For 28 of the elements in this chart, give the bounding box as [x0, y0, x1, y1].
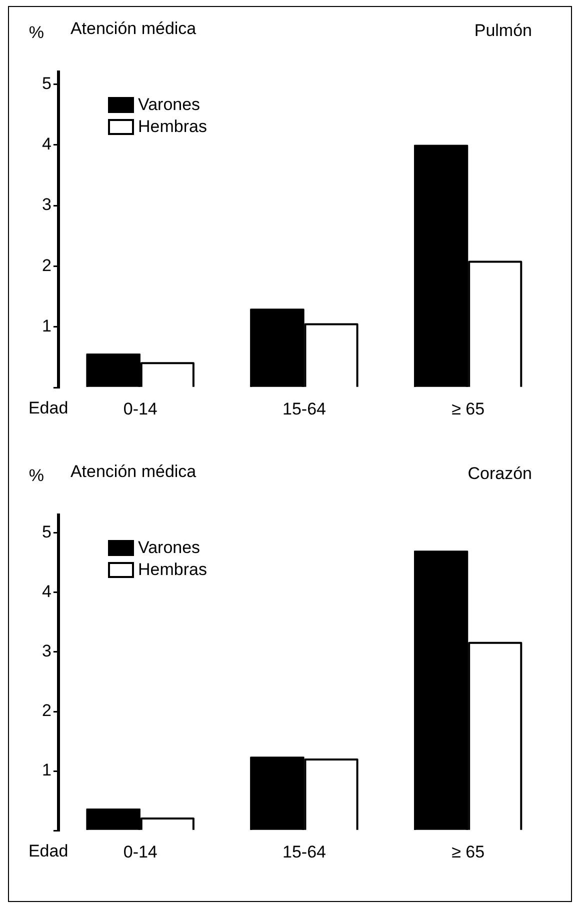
- y-tick-label: 2: [42, 256, 52, 275]
- y-tick-label: 1: [42, 760, 52, 780]
- chart-subtitle: Pulmón: [474, 21, 532, 40]
- x-tick-label: 0-14: [123, 842, 158, 862]
- y-tick-label: 4: [42, 582, 52, 602]
- y-tick-label: 5: [42, 522, 52, 542]
- x-tick-label: 0-14: [123, 399, 158, 418]
- y-tick-label: 2: [42, 701, 52, 720]
- y-axis-title: %: [28, 23, 44, 42]
- y-tick-label: 1: [42, 316, 52, 336]
- x-tick-label: 15-64: [282, 842, 326, 862]
- y-tick-label: 5: [42, 74, 52, 93]
- y-tick-label: 3: [42, 642, 52, 661]
- y-axis-title: %: [28, 466, 44, 485]
- y-tick-label: 4: [42, 134, 52, 154]
- legend-label: Varones: [138, 95, 200, 115]
- chart-title: Atención médica: [70, 462, 197, 481]
- chart-title: Atención médica: [70, 19, 197, 38]
- legend-label: Hembras: [138, 560, 207, 580]
- legend-label: Varones: [138, 538, 200, 558]
- x-tick-label: ≥ 65: [452, 842, 485, 862]
- y-tick-label: 3: [42, 195, 52, 214]
- legend-label: Hembras: [138, 117, 207, 137]
- chart-subtitle: Corazón: [468, 464, 532, 483]
- x-axis-title: Edad: [28, 842, 68, 861]
- x-tick-label: ≥ 65: [452, 399, 485, 418]
- x-axis-title: Edad: [28, 398, 68, 418]
- x-tick-label: 15-64: [282, 399, 326, 418]
